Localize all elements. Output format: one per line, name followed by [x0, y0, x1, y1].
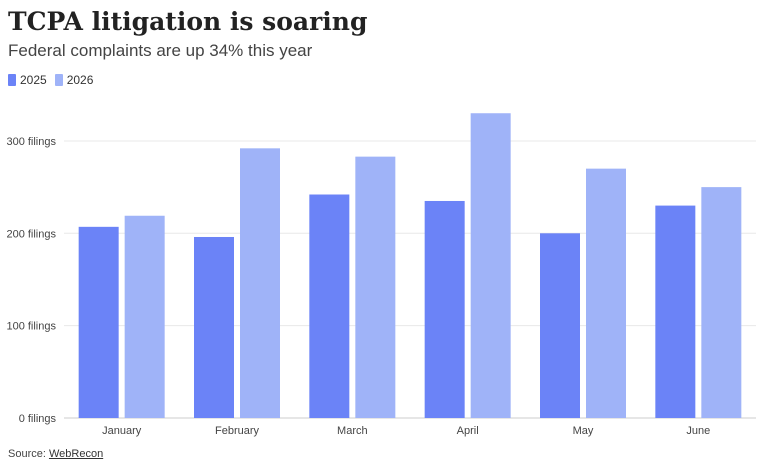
legend-swatch-2026 — [54, 74, 63, 86]
x-tick-label-february: February — [215, 425, 260, 437]
legend-label-2025: 2025 — [20, 73, 47, 87]
chart-title: TCPA litigation is soaring — [8, 7, 368, 36]
source-prefix: Source: — [8, 448, 49, 460]
bar-2026-april[interactable]: April 2026: 330 — [470, 113, 511, 418]
bar-2025-january[interactable]: January 2025: 207 — [78, 226, 119, 418]
x-tick-label-may: May — [573, 425, 594, 437]
legend: 2025 2026 — [8, 72, 101, 88]
source-link[interactable]: WebRecon — [48, 448, 104, 460]
bar-2025-april[interactable]: April 2025: 235 — [424, 200, 465, 418]
source-note: Source: WebRecon — [8, 446, 103, 462]
legend-item-2026[interactable]: 2026 — [54, 72, 94, 88]
y-tick-label-100: 100 filings — [6, 321, 56, 333]
x-tick-label-january: January — [102, 425, 142, 437]
chart-subtitle: Federal complaints are up 34% this year — [8, 41, 313, 60]
legend-swatch-2025 — [8, 74, 16, 86]
x-tick-label-march: March — [337, 425, 368, 437]
y-tick-label-200: 200 filings — [6, 228, 56, 240]
x-tick-label-april: April — [457, 425, 479, 437]
legend-item-2025[interactable]: 2025 — [8, 72, 47, 88]
x-tick-label-june: June — [686, 425, 710, 437]
bar-2026-march[interactable]: March 2026: 283 — [355, 156, 396, 418]
y-axis: 0 filings 100 filings 200 filings 300 filin… — [6, 136, 56, 425]
bar-2025-june[interactable]: June 2025: 230 — [655, 205, 696, 418]
bar-2025-march[interactable]: March 2025: 242 — [309, 194, 350, 418]
x-axis: January February March April May June — [102, 425, 710, 437]
bar-2026-june[interactable]: June 2026: 250 — [701, 187, 742, 418]
y-tick-label-0: 0 filings — [19, 413, 57, 425]
bar-2026-february[interactable]: February 2026: 292 — [240, 148, 280, 418]
bar-2025-may[interactable]: May 2025: 200 — [540, 233, 580, 418]
bar-2025-february[interactable]: February 2025: 196 — [194, 236, 234, 418]
grid-lines — [64, 140, 756, 419]
y-tick-label-300: 300 filings — [6, 136, 56, 148]
bar-2026-january[interactable]: January 2026: 219 — [124, 215, 165, 418]
bars: January 2025: 207January 2026: 219 Februa… — [78, 113, 742, 418]
bar-2026-may[interactable]: May 2026: 270 — [586, 168, 626, 418]
legend-label-2026: 2026 — [66, 73, 94, 87]
